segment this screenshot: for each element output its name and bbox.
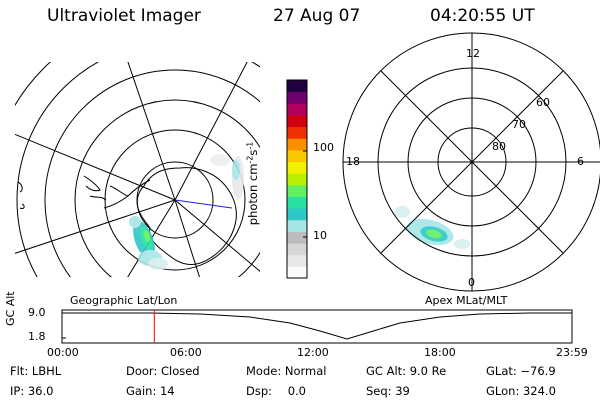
altitude-timeline bbox=[61, 309, 573, 344]
timeline-ytick-low: 1.8 bbox=[28, 330, 46, 343]
colorbar-tick-100: 100 bbox=[313, 141, 334, 154]
status-glon: GLon: 324.0 bbox=[486, 384, 556, 398]
meridian-line bbox=[15, 133, 176, 201]
colorbar-band bbox=[287, 208, 307, 221]
colorbar-unit-label: photon cm-2s-1 bbox=[245, 141, 261, 226]
timeline-ylabel: GC Alt bbox=[4, 291, 17, 326]
app-title: Ultraviolet Imager bbox=[47, 6, 201, 26]
status-door: Door: Closed bbox=[126, 364, 200, 378]
apex-polar-plot bbox=[342, 32, 600, 292]
lat-circle bbox=[104, 129, 246, 271]
colorbar-band bbox=[287, 231, 307, 244]
time-label: 04:20:55 UT bbox=[430, 6, 535, 26]
south-america-coast bbox=[83, 175, 107, 201]
lat-circle bbox=[0, 0, 389, 400]
meridian-line bbox=[174, 199, 260, 272]
timeline-xtick: 12:00 bbox=[297, 346, 329, 359]
colorbar-band bbox=[287, 266, 307, 279]
timeline-xtick: 23:59 bbox=[556, 346, 588, 359]
meridian-line bbox=[127, 62, 176, 201]
timeline-ytick-high: 9.0 bbox=[28, 306, 46, 319]
colorbar-band bbox=[287, 80, 307, 93]
timeline-xtick: 06:00 bbox=[170, 346, 202, 359]
lat-circle bbox=[44, 69, 260, 277]
sun-direction-line bbox=[174, 199, 233, 209]
colorbar-band bbox=[287, 254, 307, 267]
status-glat: GLat: −76.9 bbox=[486, 364, 556, 378]
status-ip: IP: 36.0 bbox=[10, 384, 54, 398]
date-label: 27 Aug 07 bbox=[273, 6, 361, 26]
colorbar-band bbox=[287, 126, 307, 139]
island-coast bbox=[17, 181, 25, 209]
antarctic-peninsula bbox=[103, 179, 151, 209]
meridian-line bbox=[174, 199, 201, 277]
colorbar-band bbox=[287, 219, 307, 232]
apex-map-label: Apex MLat/MLT bbox=[425, 294, 508, 307]
lat-circle bbox=[16, 62, 260, 277]
colorbar-band bbox=[287, 114, 307, 128]
colorbar-band bbox=[287, 196, 307, 209]
mlat-label-60: 60 bbox=[536, 96, 550, 109]
auroral-emission-geo bbox=[129, 154, 244, 270]
colorbar-band bbox=[287, 243, 307, 256]
colorbar bbox=[286, 79, 308, 279]
mlt-label-0: 0 bbox=[468, 276, 475, 289]
colorbar-band bbox=[287, 91, 307, 104]
geographic-map bbox=[0, 0, 389, 400]
mlt-label-6: 6 bbox=[577, 155, 584, 168]
mlt-label-12: 12 bbox=[466, 47, 480, 60]
timeline-xtick: 18:00 bbox=[424, 346, 456, 359]
colorbar-band bbox=[287, 149, 307, 163]
mlat-label-80: 80 bbox=[492, 140, 506, 153]
lat-circle bbox=[74, 99, 260, 277]
mlt-label-18: 18 bbox=[346, 155, 360, 168]
status-dsp: Dsp: 0.0 bbox=[246, 384, 306, 398]
status-filter: Flt: LBHL bbox=[10, 364, 62, 378]
colorbar-band bbox=[287, 173, 307, 186]
status-mode: Mode: Normal bbox=[246, 364, 327, 378]
meridian-line bbox=[127, 199, 176, 277]
mlat-label-70: 70 bbox=[512, 118, 526, 131]
colorbar-band bbox=[287, 161, 307, 174]
antarctica-coastline bbox=[136, 167, 237, 265]
status-gc-alt: GC Alt: 9.0 Re bbox=[366, 364, 447, 378]
colorbar-band bbox=[287, 103, 307, 116]
timeline-xtick: 00:00 bbox=[47, 346, 79, 359]
geo-map-label: Geographic Lat/Lon bbox=[70, 294, 178, 307]
status-seq: Seq: 39 bbox=[366, 384, 410, 398]
meridian-line bbox=[15, 199, 176, 254]
colorbar-band bbox=[287, 184, 307, 197]
status-gain: Gain: 14 bbox=[126, 384, 175, 398]
meridian-line bbox=[174, 62, 248, 201]
colorbar-band bbox=[287, 138, 307, 151]
colorbar-tick-10: 10 bbox=[313, 229, 327, 242]
